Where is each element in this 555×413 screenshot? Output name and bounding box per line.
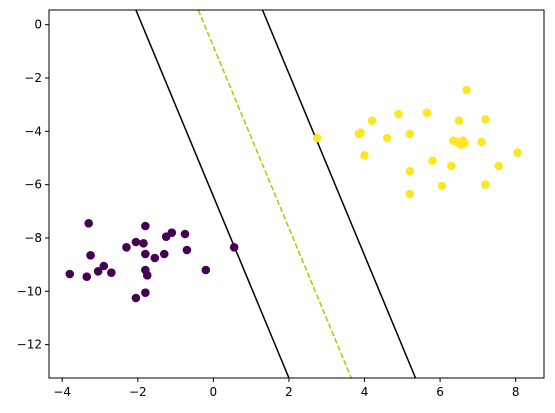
y-axis: 0 −2 −4 −6 −8 −10 −12 (17, 18, 49, 352)
point-class-1 (481, 115, 490, 124)
y-tick-label: −8 (24, 231, 42, 245)
x-tick-label: −4 (53, 385, 71, 399)
svm-lines (135, 10, 417, 378)
point-class-0 (107, 268, 116, 277)
point-class-1 (422, 108, 432, 117)
point-class-0 (182, 245, 192, 255)
point-class-0 (65, 269, 75, 279)
point-class-1 (481, 180, 490, 189)
point-class-1 (405, 189, 415, 199)
point-class-0 (82, 272, 92, 281)
point-class-1 (428, 156, 437, 165)
point-class-1 (405, 167, 415, 176)
point-class-0 (93, 267, 103, 276)
point-class-0 (150, 253, 160, 263)
point-class-0 (131, 293, 141, 303)
point-class-0 (229, 243, 239, 252)
point-class-0 (99, 261, 109, 271)
point-class-1 (462, 85, 471, 95)
x-tick-label: 0 (210, 385, 218, 399)
point-class-0 (159, 249, 169, 259)
point-class-1 (312, 133, 322, 143)
point-class-1 (367, 116, 377, 125)
y-tick-label: 0 (34, 18, 42, 32)
data-points (65, 85, 522, 303)
point-class-0 (84, 219, 93, 228)
point-class-1 (382, 133, 392, 143)
y-tick-label: −12 (17, 338, 42, 352)
x-tick-label: 6 (436, 385, 444, 399)
point-class-0 (167, 228, 177, 237)
x-axis: −4 −2 0 2 4 6 8 (53, 378, 519, 399)
decision-boundary-line (197, 10, 352, 378)
point-class-1 (394, 109, 403, 119)
point-class-0 (141, 288, 150, 297)
point-class-0 (142, 271, 152, 280)
point-class-0 (201, 265, 211, 275)
point-class-1 (513, 148, 522, 157)
point-class-1 (405, 129, 415, 139)
y-tick-label: −6 (24, 178, 42, 192)
point-class-1 (460, 139, 469, 148)
point-class-0 (139, 239, 148, 248)
point-class-0 (141, 221, 150, 231)
margin-line (261, 10, 417, 378)
point-class-1 (494, 161, 503, 171)
x-tick-label: 8 (512, 385, 520, 399)
y-tick-label: −10 (17, 284, 42, 298)
x-tick-label: 4 (361, 385, 369, 399)
point-class-1 (360, 151, 369, 160)
point-class-0 (86, 251, 95, 260)
plot-area-frame (48, 9, 545, 379)
y-tick-label: −2 (24, 71, 42, 85)
point-class-1 (454, 116, 464, 125)
point-class-1 (447, 161, 456, 171)
y-tick-label: −4 (24, 124, 42, 138)
point-class-0 (141, 249, 150, 259)
point-class-0 (131, 237, 141, 247)
point-class-0 (122, 243, 131, 252)
point-class-1 (477, 137, 486, 147)
margin-line (135, 10, 290, 378)
point-class-1 (356, 128, 366, 137)
point-class-1 (437, 181, 447, 191)
point-class-0 (180, 229, 190, 239)
x-tick-label: 2 (285, 385, 293, 399)
x-tick-label: −2 (129, 385, 147, 399)
